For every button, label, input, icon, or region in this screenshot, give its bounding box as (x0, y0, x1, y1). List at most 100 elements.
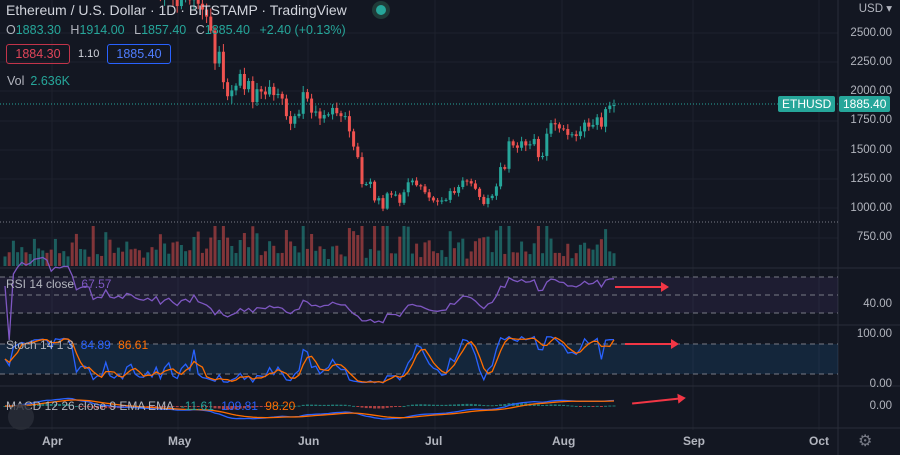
settings-gear-icon[interactable]: ⚙ (858, 433, 873, 450)
macd-signal-line (4, 399, 615, 419)
volume-bar (520, 241, 524, 266)
macd-histogram-bar (45, 403, 49, 406)
candle-body (578, 131, 582, 137)
sell-button[interactable]: 1884.30 (6, 44, 70, 64)
volume-bar (20, 247, 24, 266)
macd-histogram-bar (574, 405, 578, 407)
volume-bar (133, 248, 137, 266)
low-value: 1857.40 (141, 23, 187, 37)
macd-histogram-bar (419, 404, 423, 406)
macd-histogram-bar (87, 406, 91, 408)
candle-body (423, 186, 427, 193)
candle-body (499, 167, 503, 187)
macd-histogram-bar (368, 406, 372, 409)
time-axis-tick: Apr (42, 434, 63, 448)
candle-body (343, 116, 347, 118)
rsi-legend[interactable]: RSI 14 close 67.57 (6, 277, 111, 291)
macd-histogram-bar (179, 406, 183, 407)
macd-histogram-bar (289, 405, 293, 407)
volume-bar (532, 243, 536, 266)
macd-histogram-bar (268, 405, 272, 407)
close-value: 1885.40 (204, 23, 250, 37)
candle-body (507, 141, 511, 169)
volume-bar (3, 256, 7, 266)
candle-body (541, 155, 545, 158)
volume-bar (511, 252, 515, 266)
time-axis-tick: Jul (425, 434, 443, 448)
volume-bar (322, 248, 326, 266)
market-open-status-icon (376, 5, 386, 15)
candle-body (251, 81, 255, 103)
volume-bar (53, 238, 57, 266)
volume-bar (431, 251, 435, 266)
macd-histogram-bar (562, 404, 566, 406)
macd-histogram-bar (553, 404, 557, 406)
macd-histogram-bar (335, 404, 339, 406)
buy-button[interactable]: 1885.40 (107, 44, 171, 64)
volume-bar (541, 253, 545, 266)
macd-histogram-bar (58, 404, 62, 406)
macd-histogram-bar (221, 406, 225, 410)
time-axis-tick: Oct (809, 434, 830, 448)
volume-bar (368, 249, 372, 266)
volume-bar (209, 237, 213, 266)
volume-bar (314, 250, 318, 266)
macd-histogram-bar (108, 406, 112, 409)
macd-histogram-bar (461, 403, 465, 406)
volume-bar (175, 241, 179, 266)
macd-histogram-bar (247, 406, 251, 408)
macd-histogram-bar (79, 406, 83, 407)
volume-bar (305, 248, 309, 266)
stoch-band (0, 344, 838, 374)
macd-histogram-bar (482, 405, 486, 407)
rsi-value: 67.57 (81, 277, 112, 291)
macd-histogram-bar (494, 405, 498, 407)
volume-bar (385, 226, 389, 266)
candle-body (217, 51, 221, 64)
volume-bar (276, 253, 280, 266)
volume-bar (444, 256, 448, 266)
volume-bar (310, 233, 314, 266)
stoch-label: Stoch 14 1 3 (6, 338, 74, 352)
volume-bar (289, 241, 293, 266)
macd-histogram-bar (373, 406, 377, 409)
volume-legend: Vol 2.636K (7, 74, 70, 88)
candle-body (238, 73, 242, 86)
volume-bar (562, 256, 566, 266)
volume-bar (587, 248, 591, 266)
macd-histogram-bar (238, 406, 242, 409)
candle-body (566, 129, 570, 135)
candle-body (557, 124, 561, 129)
candle-body (562, 128, 566, 130)
candle-body (478, 188, 482, 197)
volume-bar (503, 253, 507, 266)
candle-body (259, 89, 263, 92)
macd-histogram-bar (591, 406, 595, 407)
macd-histogram-bar (53, 403, 57, 406)
macd-histogram-bar (74, 405, 78, 407)
candle-body (213, 30, 217, 64)
currency-selector[interactable]: USD ▾ (858, 3, 892, 15)
macd-legend[interactable]: MACD 12 26 close 9 EMA EMA -11.61 109.81… (6, 399, 295, 413)
macd-histogram-bar (612, 405, 616, 407)
volume-bar (410, 253, 414, 266)
macd-hist-value: -11.61 (180, 399, 214, 413)
volume-bar (528, 254, 532, 266)
macd-line (4, 397, 615, 420)
volume-bar (469, 251, 473, 266)
volume-bar (452, 248, 456, 266)
volume-bar (221, 226, 225, 266)
stoch-legend[interactable]: Stoch 14 1 3 84.89 86.61 (6, 338, 148, 352)
candle-body (280, 93, 284, 99)
candle-body (448, 191, 452, 200)
price-axis-tick: 1500.00 (850, 144, 892, 156)
macd-histogram-bar (167, 406, 171, 407)
candle-body (419, 185, 423, 187)
macd-label: MACD 12 26 close 9 EMA EMA (6, 399, 174, 413)
macd-histogram-bar (150, 406, 154, 408)
candle-body (322, 114, 326, 119)
candle-body (196, 0, 200, 4)
volume-bar (301, 226, 305, 266)
macd-histogram-bar (217, 406, 221, 409)
